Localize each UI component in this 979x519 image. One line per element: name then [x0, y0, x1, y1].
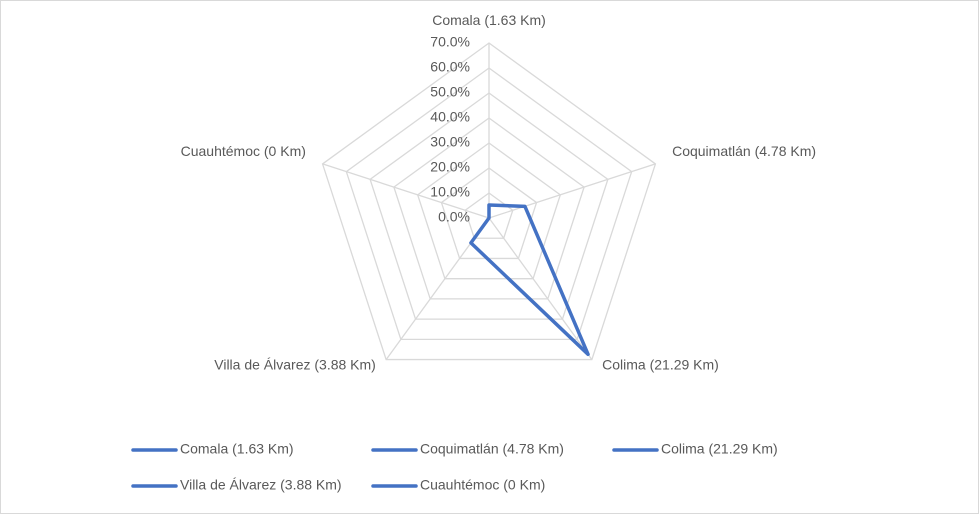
- grid-ring: [345, 67, 633, 341]
- y-tick-label: 20.0%: [430, 159, 470, 175]
- category-label: Coquimatlán (4.78 Km): [672, 143, 816, 159]
- grid-ring: [321, 42, 657, 361]
- radar-line: [469, 203, 590, 357]
- y-tick-label: 50.0%: [430, 84, 470, 100]
- grid-ring: [416, 142, 562, 280]
- grid-ring: [393, 117, 585, 300]
- spoke: [322, 163, 490, 219]
- y-tick-label: 30.0%: [430, 134, 470, 150]
- legend-label: Cuauhtémoc (0 Km): [420, 477, 545, 493]
- category-label: Villa de Álvarez (3.88 Km): [214, 356, 376, 372]
- y-tick-label: 70.0%: [430, 34, 470, 50]
- y-tick-label: 60.0%: [430, 59, 470, 75]
- legend-label: Coquimatlán (4.78 Km): [420, 441, 564, 457]
- grid-ring: [369, 92, 609, 320]
- category-label: Comala (1.63 Km): [432, 12, 546, 28]
- spoke: [488, 217, 593, 360]
- legend-label: Villa de Álvarez (3.88 Km): [180, 477, 342, 493]
- spoke: [488, 163, 656, 219]
- y-tick-label: 40.0%: [430, 109, 470, 125]
- y-tick-label: 10.0%: [430, 184, 470, 200]
- category-label: Colima (21.29 Km): [602, 356, 719, 372]
- legend-label: Colima (21.29 Km): [661, 441, 778, 457]
- y-tick-label: 0.0%: [438, 209, 470, 225]
- category-label: Cuauhtémoc (0 Km): [181, 143, 306, 159]
- legend-label: Comala (1.63 Km): [180, 441, 294, 457]
